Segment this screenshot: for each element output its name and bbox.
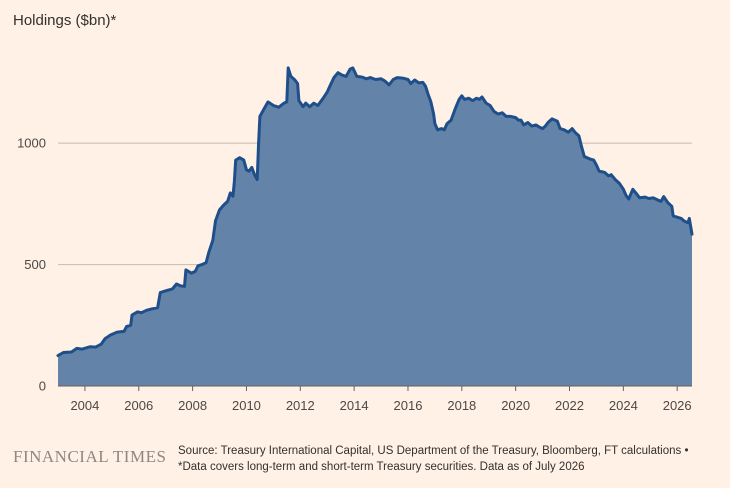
x-tick-label: 2026 [663,398,692,413]
x-tick-label: 2004 [70,398,99,413]
x-tick-label: 2020 [501,398,530,413]
ft-logo: FINANCIAL TIMES [13,447,167,466]
y-tick-label: 1000 [17,136,46,151]
x-axis: 2004 2006 2008 2010 2012 2014 2016 2018 2020 2022… [58,385,692,413]
holdings-area-chart: 0 500 1000 2004 2006 2008 2010 2012 2014 2016 201… [17,66,694,413]
source-note: Source: Treasury International Capital, … [178,443,723,475]
x-tick-label: 2014 [340,398,369,413]
x-tick-label: 2022 [555,398,584,413]
area-fill [58,67,692,387]
y-axis: 0 500 1000 [17,136,46,394]
x-tick-label: 2010 [232,398,261,413]
series-line [56,66,694,358]
data-note-line: *Data covers long-term and short-term Tr… [178,461,585,473]
y-axis-title: Holdings ($bn)* [13,12,117,29]
y-tick-label: 500 [24,257,46,272]
x-tick-label: 2018 [447,398,476,413]
y-tick-label: 0 [39,379,46,394]
x-tick-label: 2016 [394,398,423,413]
x-tick-label: 2008 [178,398,207,413]
source-line: Source: Treasury International Capital, … [178,445,689,457]
x-tick-label: 2024 [609,398,638,413]
x-tick-label: 2012 [286,398,315,413]
x-tick-label: 2006 [124,398,153,413]
area-series [56,66,694,387]
